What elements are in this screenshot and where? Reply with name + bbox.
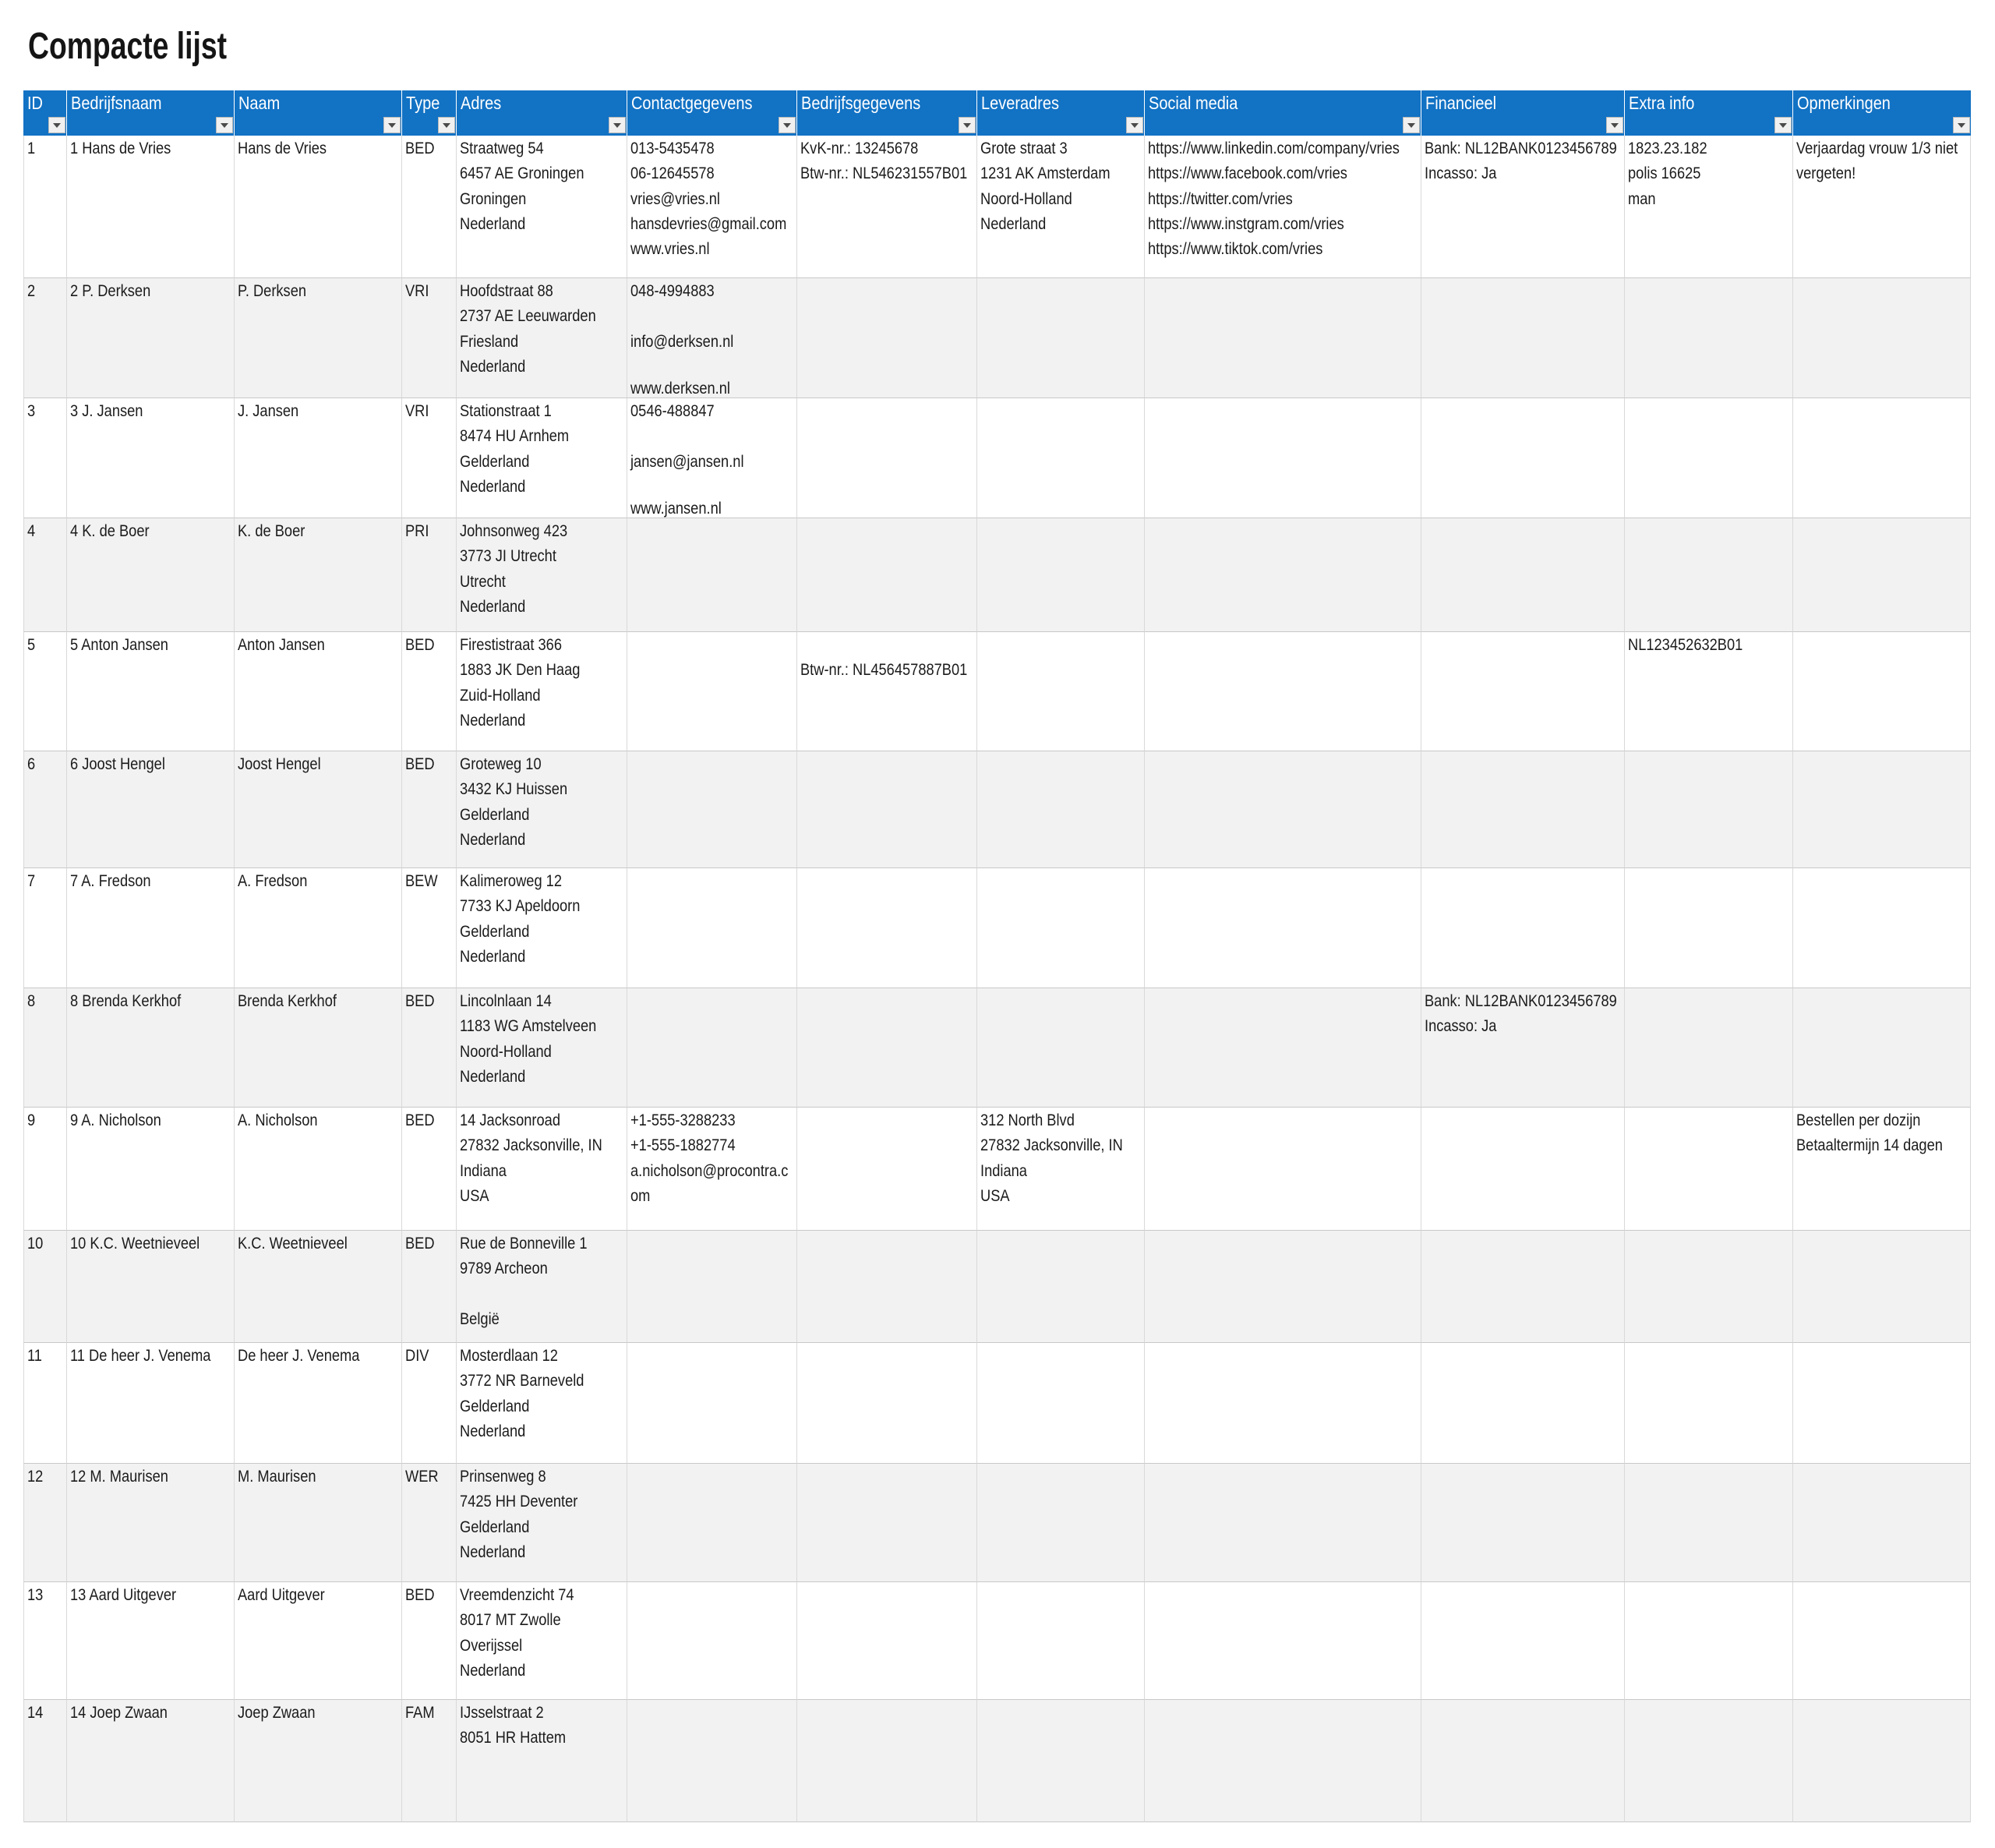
svg-text:Compacte lijst: Compacte lijst — [28, 28, 227, 67]
